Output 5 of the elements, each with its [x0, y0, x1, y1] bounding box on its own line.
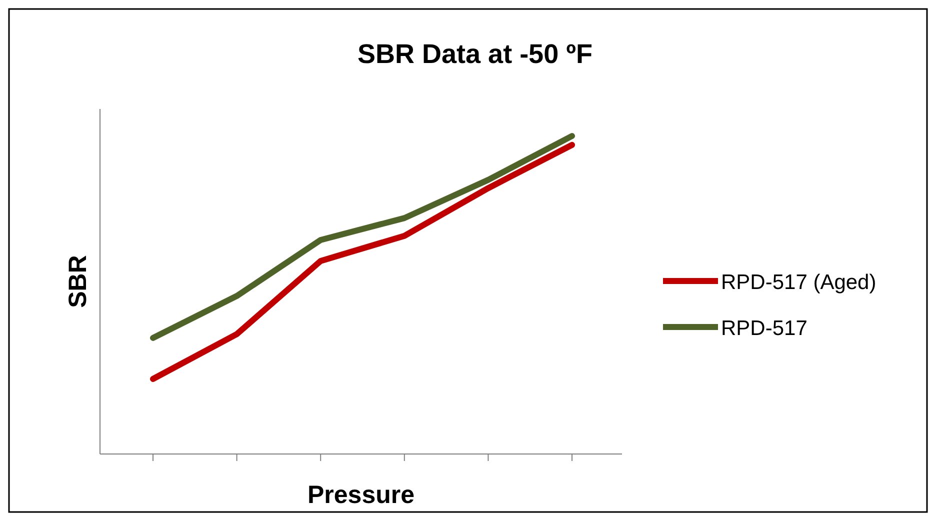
x-axis-title: Pressure — [307, 481, 415, 509]
legend-label: RPD-517 — [721, 317, 808, 340]
legend-label: RPD-517 (Aged) — [721, 271, 876, 294]
chart-title: SBR Data at -50 ºF — [358, 39, 592, 69]
y-axis-title: SBR — [64, 255, 92, 308]
